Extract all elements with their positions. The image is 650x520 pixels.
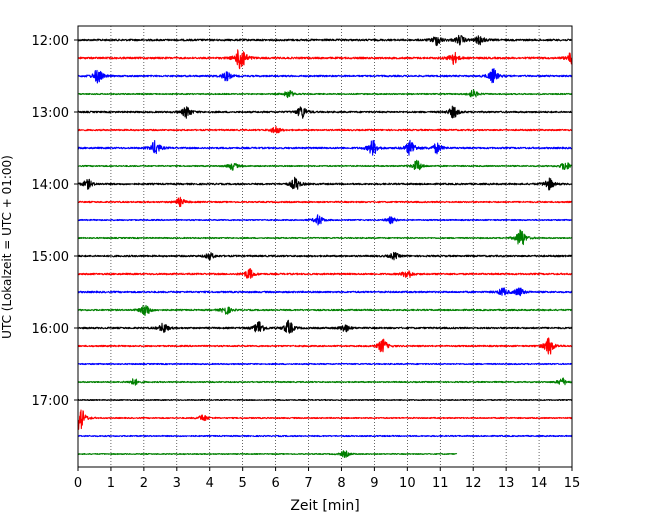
x-tick-label: 10 xyxy=(399,476,416,491)
seismogram-trace xyxy=(77,398,573,402)
seismogram-trace xyxy=(77,362,573,366)
x-tick-label: 6 xyxy=(271,476,279,491)
seismogram-trace xyxy=(77,434,573,438)
seismogram-trace xyxy=(77,49,573,70)
seismogram-trace xyxy=(77,251,573,261)
seismogram-trace xyxy=(77,229,573,246)
seismogram-trace xyxy=(77,68,573,84)
x-tick-label: 2 xyxy=(140,476,148,491)
y-tick-label: 16:00 xyxy=(32,322,69,337)
seismogram-trace xyxy=(77,176,573,191)
y-tick-label: 12:00 xyxy=(32,34,69,49)
x-tick-label: 13 xyxy=(498,476,515,491)
x-tick-label: 5 xyxy=(239,476,247,491)
seismogram-trace xyxy=(77,159,573,171)
seismogram-trace xyxy=(77,450,458,459)
seismogram-trace xyxy=(77,214,573,226)
x-tick-label: 15 xyxy=(564,476,581,491)
seismogram-trace xyxy=(77,319,573,334)
y-tick-label: 17:00 xyxy=(32,394,69,409)
x-tick-label: 14 xyxy=(531,476,548,491)
x-tick-label: 8 xyxy=(337,476,345,491)
x-tick-label: 9 xyxy=(370,476,378,491)
y-axis-ticks: 12:00 13:00 14:00 15:00 16:00 17:00 xyxy=(32,34,78,409)
seismogram-trace xyxy=(77,105,573,119)
seismogram-trace xyxy=(77,196,573,208)
x-axis-label: Zeit [min] xyxy=(290,498,359,514)
seismogram-trace xyxy=(77,268,573,279)
x-tick-label: 3 xyxy=(173,476,181,491)
seismogram-trace xyxy=(77,287,573,297)
seismogram-trace xyxy=(77,337,573,355)
plot-area-frame xyxy=(77,25,573,468)
seismogram-trace xyxy=(77,304,573,317)
seismogram-trace xyxy=(77,89,573,99)
x-tick-label: 4 xyxy=(206,476,214,491)
x-tick-label: 12 xyxy=(465,476,482,491)
x-tick-label: 1 xyxy=(107,476,115,491)
seismogram-trace xyxy=(77,125,573,134)
y-axis-label: UTC (Lokalzeit = UTC + 01:00) xyxy=(0,155,14,339)
x-tick-label: 0 xyxy=(74,476,82,491)
seismogram-traces xyxy=(77,34,573,459)
seismogram-trace xyxy=(77,34,573,47)
x-tick-label: 7 xyxy=(304,476,312,491)
y-tick-label: 13:00 xyxy=(32,106,69,121)
y-tick-label: 14:00 xyxy=(32,178,69,193)
x-axis-ticks: 0 1 2 3 4 5 6 7 8 9 10 11 12 13 14 15 xyxy=(74,467,580,491)
x-tick-label: 11 xyxy=(432,476,449,491)
seismogram-trace xyxy=(77,377,573,386)
y-tick-label: 15:00 xyxy=(32,250,69,265)
seismogram-trace xyxy=(77,409,573,430)
seismogram-trace xyxy=(77,139,573,156)
